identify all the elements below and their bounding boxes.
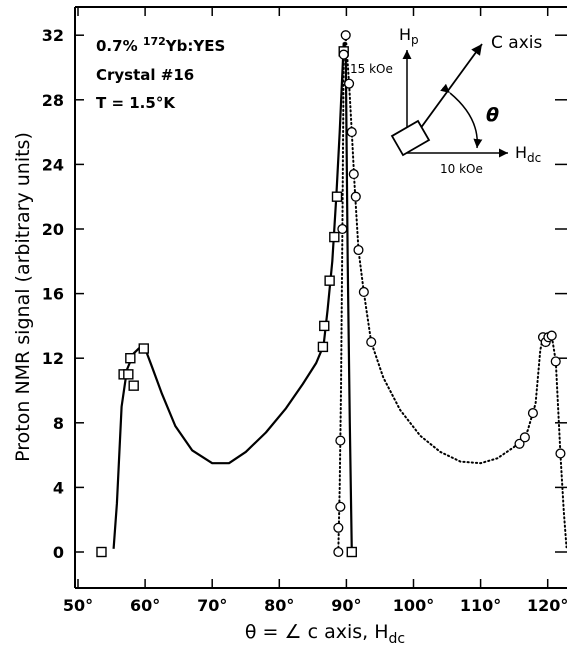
square-point [129,381,138,390]
x-tick-label: 120° [527,596,567,615]
field-10-label: 10 kOe [440,162,483,176]
y-tick-label: 4 [53,478,64,497]
c-axis-arrow [412,44,482,140]
annotation-isotope-sup: 172 [143,35,166,48]
circle-point [334,548,343,557]
circle-point [351,192,360,201]
x-tick-label: 90° [331,596,361,615]
x-tick-label: 110° [460,596,501,615]
solid-curve [114,43,352,552]
y-tick-label: 12 [42,349,64,368]
field-geometry-inset: Hp C axis θ Hdc 15 kOe 10 kOe [350,25,542,176]
y-axis-title: Proton NMR signal (arbitrary units) [12,132,34,462]
circle-point [354,246,363,255]
annotation-line3: T = 1.5°K [96,94,176,112]
dotted-curve [338,35,566,552]
crystal-rect [392,121,429,155]
y-tick-label: 16 [42,285,64,304]
y-tick-label: 32 [42,26,64,45]
circle-point [556,449,565,458]
annotation-line1: 0.7% 172Yb:YES [96,35,225,55]
circle-point [367,338,376,347]
theta-angle-arc [450,93,477,148]
x-axis-title: θ = ∠ c axis, Hdc [245,621,405,647]
circle-point [529,409,538,418]
x-tick-label: 80° [264,596,294,615]
circle-point [520,433,529,442]
theta-label: θ [486,104,499,126]
circle-point [336,502,345,511]
circle-point [334,523,343,532]
y-tick-label: 20 [42,220,64,239]
square-point [347,548,356,557]
y-tick-label: 8 [53,414,64,433]
hdc-label: Hdc [515,143,541,165]
circle-point [359,288,368,297]
annotation-block: 0.7% 172Yb:YES Crystal #16 T = 1.5°K [96,35,225,112]
c-axis-label: C axis [491,33,542,53]
square-point [330,233,339,242]
circle-point [336,436,345,445]
x-tick-label: 70° [197,596,227,615]
square-point [126,354,135,363]
square-point [139,344,148,353]
square-point [318,342,327,351]
y-tick-label: 28 [42,91,64,110]
y-tick-label: 24 [42,155,64,174]
hp-label: Hp [399,25,419,47]
circle-point [345,79,354,88]
annotation-line2: Crystal #16 [96,66,194,84]
square-point [320,321,329,330]
square-point [325,276,334,285]
field-15-label: 15 kOe [350,62,393,76]
circle-point [349,170,358,179]
circle-point [347,128,356,137]
square-point [97,548,106,557]
circle-point [339,50,348,59]
x-tick-label: 50° [63,596,93,615]
x-tick-label: 60° [130,596,160,615]
circle-point [341,31,350,40]
square-point [333,192,342,201]
circle-point [338,225,347,234]
circle-point [547,331,556,340]
y-tick-label: 0 [53,543,64,562]
x-tick-label: 100° [393,596,434,615]
circle-point [551,357,560,366]
square-point [124,370,133,379]
